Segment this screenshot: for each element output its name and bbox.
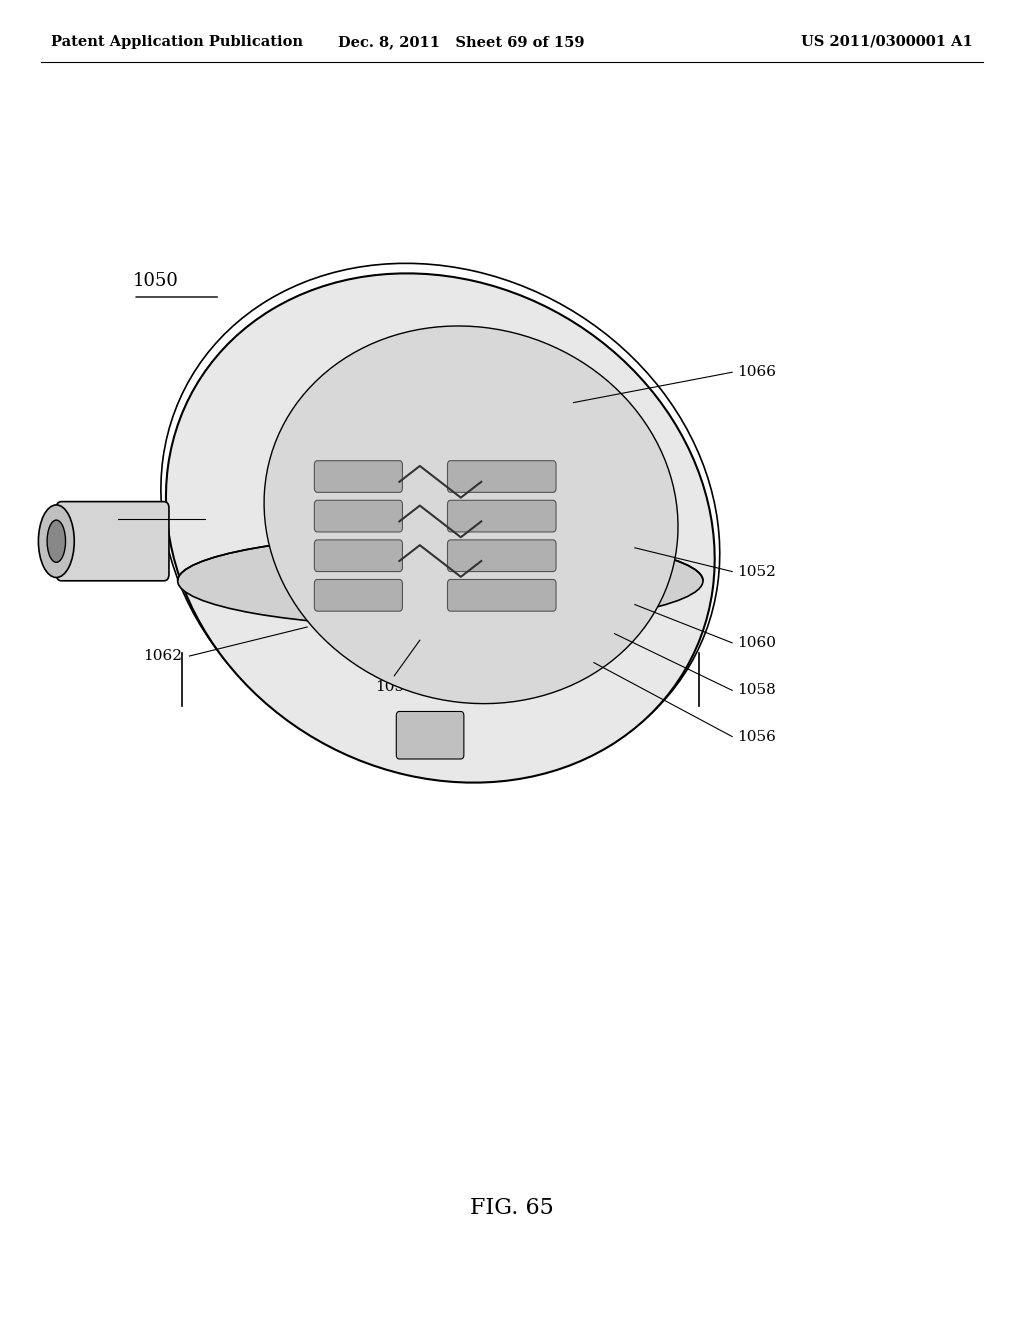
FancyBboxPatch shape <box>447 540 556 572</box>
Text: 1054: 1054 <box>375 680 414 694</box>
Text: 1062: 1062 <box>143 649 182 663</box>
Ellipse shape <box>178 535 703 627</box>
Ellipse shape <box>38 506 74 578</box>
FancyBboxPatch shape <box>314 579 402 611</box>
Text: 1052: 1052 <box>737 565 776 578</box>
Ellipse shape <box>47 520 66 562</box>
Text: 1066: 1066 <box>737 366 776 379</box>
Text: 1058: 1058 <box>737 684 776 697</box>
Text: FIG. 65: FIG. 65 <box>470 1197 554 1218</box>
Text: US 2011/0300001 A1: US 2011/0300001 A1 <box>801 34 973 49</box>
Text: 1050: 1050 <box>133 272 179 290</box>
FancyBboxPatch shape <box>56 502 169 581</box>
Ellipse shape <box>264 326 678 704</box>
Text: Dec. 8, 2011   Sheet 69 of 159: Dec. 8, 2011 Sheet 69 of 159 <box>338 34 584 49</box>
FancyBboxPatch shape <box>314 500 402 532</box>
FancyBboxPatch shape <box>447 500 556 532</box>
Text: Patent Application Publication: Patent Application Publication <box>51 34 303 49</box>
Text: 1056: 1056 <box>737 730 776 743</box>
FancyBboxPatch shape <box>396 711 464 759</box>
FancyBboxPatch shape <box>447 579 556 611</box>
Text: 1060: 1060 <box>737 636 776 649</box>
Ellipse shape <box>166 273 715 783</box>
FancyBboxPatch shape <box>314 540 402 572</box>
FancyBboxPatch shape <box>447 461 556 492</box>
Text: 1064: 1064 <box>72 512 111 525</box>
FancyBboxPatch shape <box>314 461 402 492</box>
